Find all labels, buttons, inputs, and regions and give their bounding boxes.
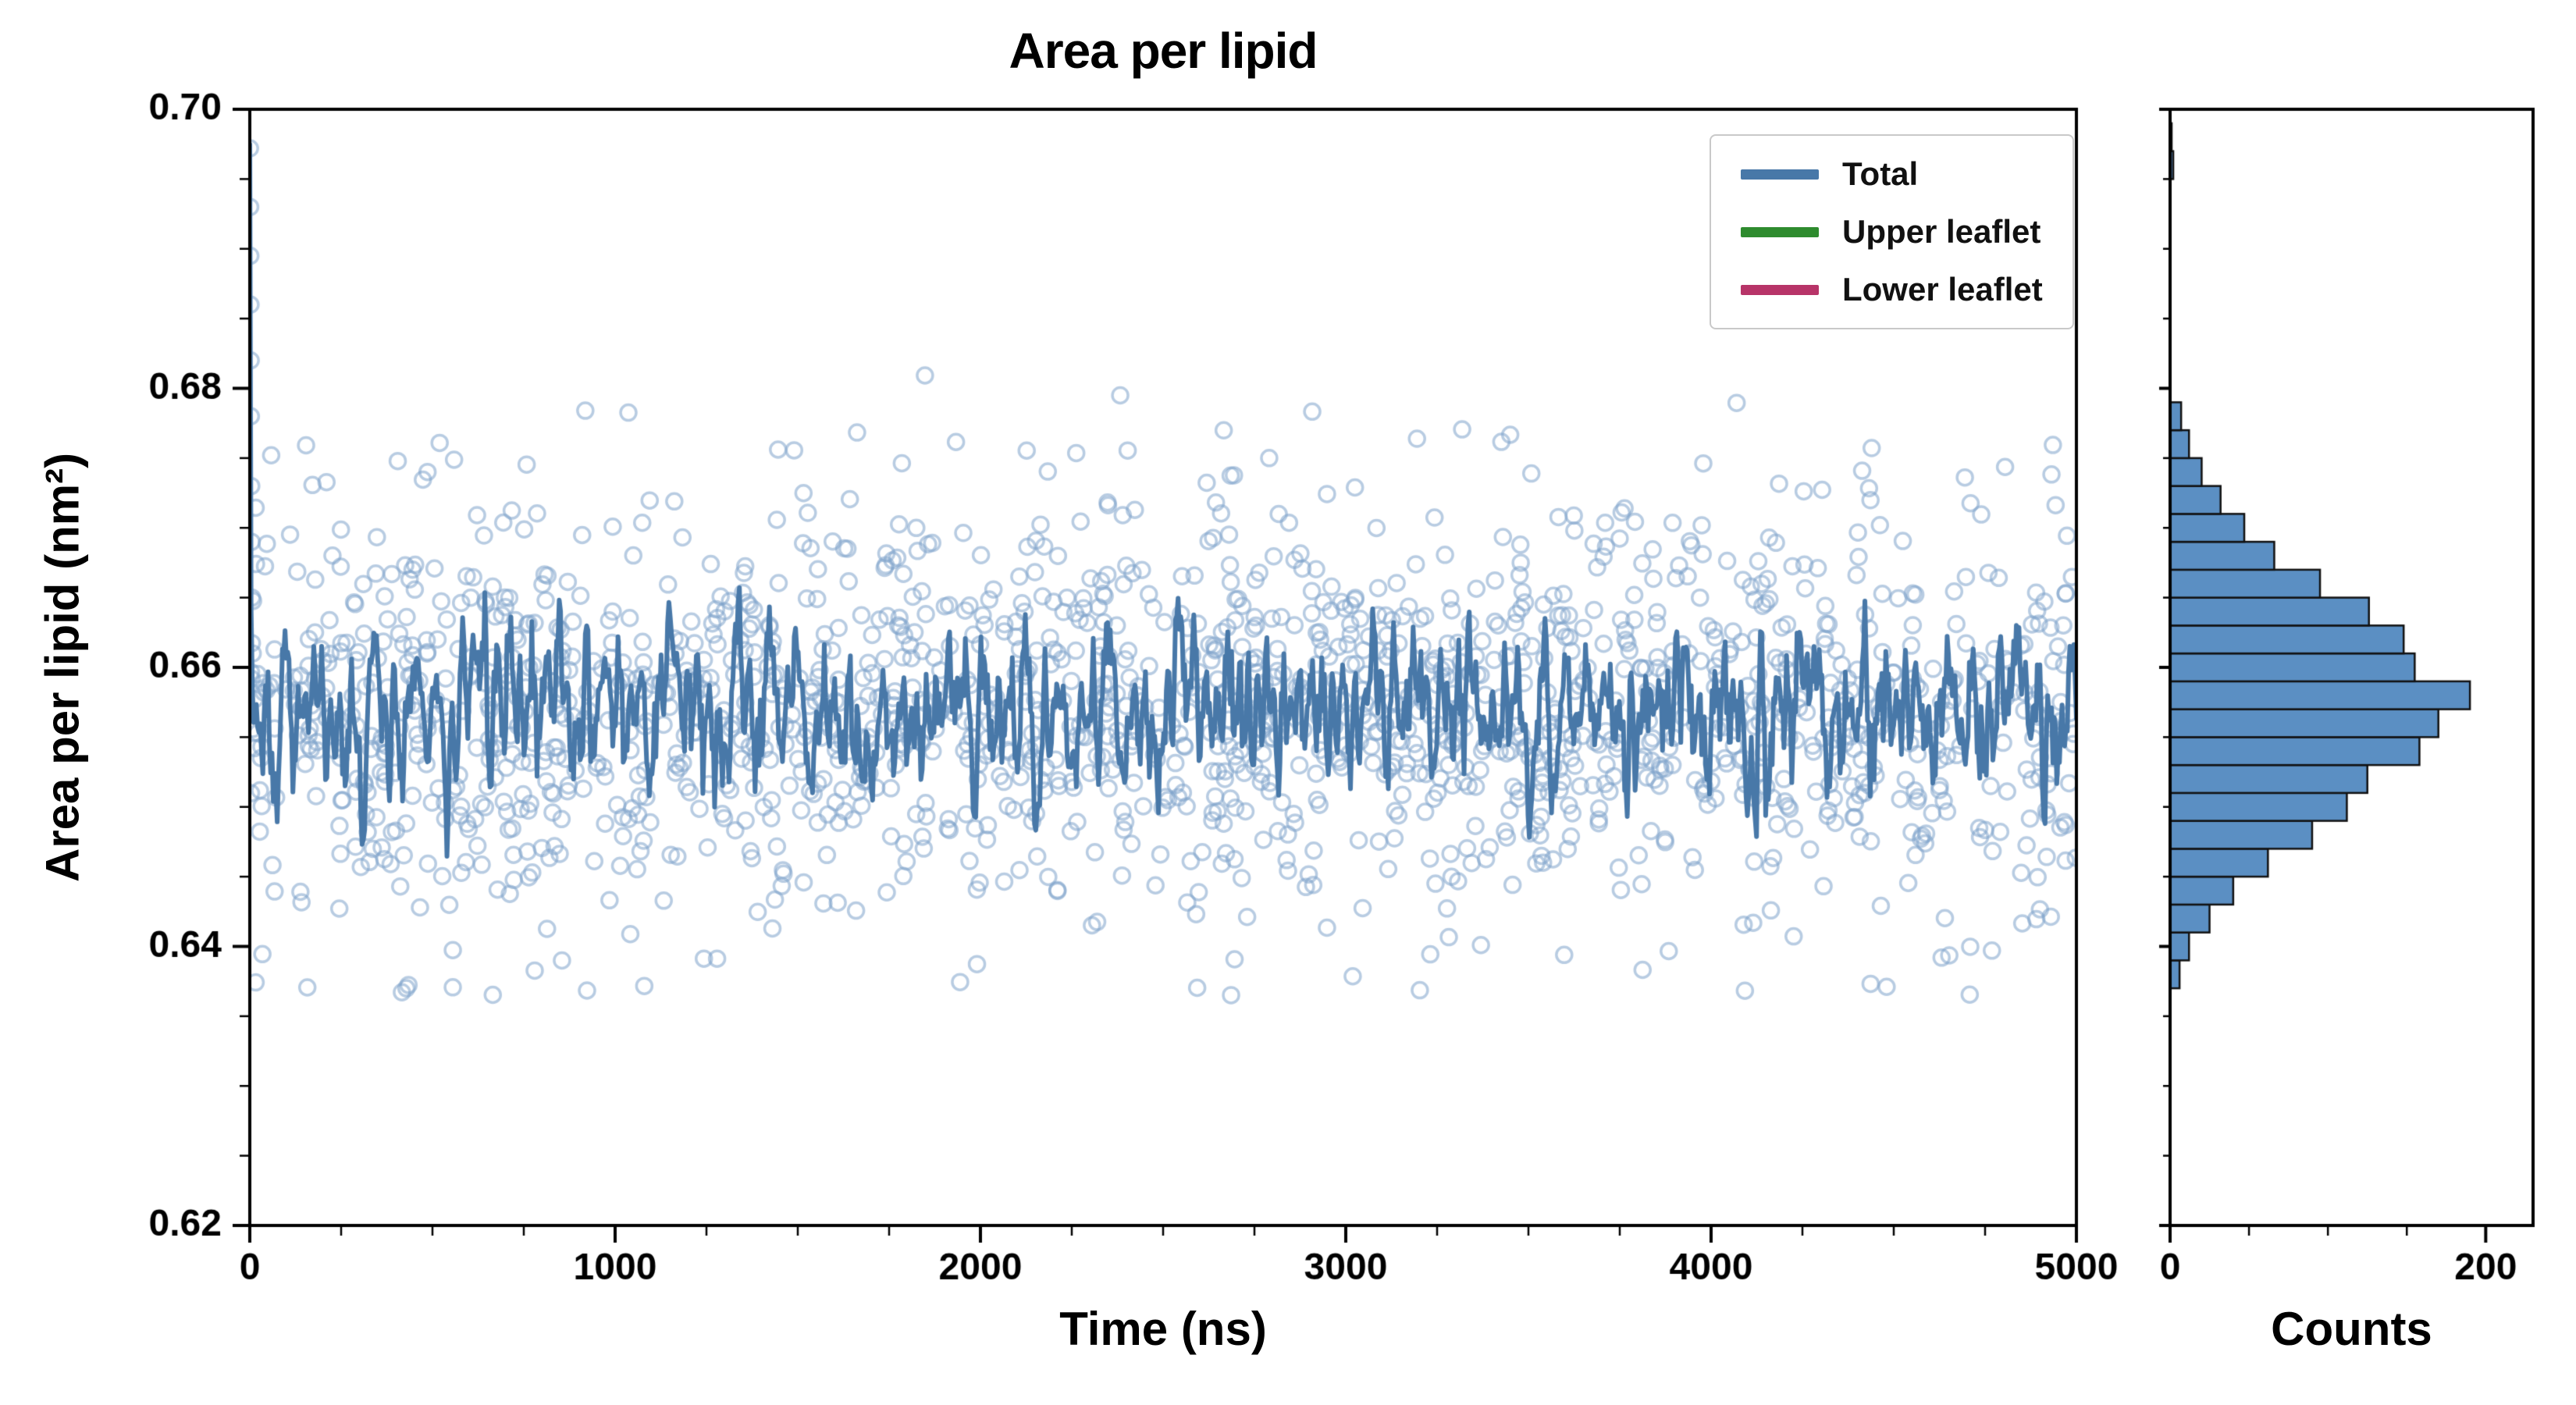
legend-label: Total [1842, 155, 1919, 192]
legend-item: Lower leaflet [1741, 273, 2043, 306]
legend-label: Lower leaflet [1842, 271, 2043, 308]
y-axis-label: Area per lipid (nm²) [36, 452, 89, 883]
legend: Total Upper leaflet Lower leaflet [1710, 134, 2074, 329]
legend-swatch [1741, 226, 1819, 237]
legend-item: Total [1741, 158, 2043, 190]
legend-swatch [1741, 169, 1819, 180]
histogram-x-axis-label: Counts [2271, 1303, 2432, 1355]
legend-label: Upper leaflet [1842, 213, 2041, 250]
x-axis-label: Time (ns) [1059, 1303, 1267, 1355]
legend-swatch [1741, 284, 1819, 295]
chart-title: Area per lipid [1009, 23, 1318, 79]
legend-item: Upper leaflet [1741, 215, 2043, 248]
